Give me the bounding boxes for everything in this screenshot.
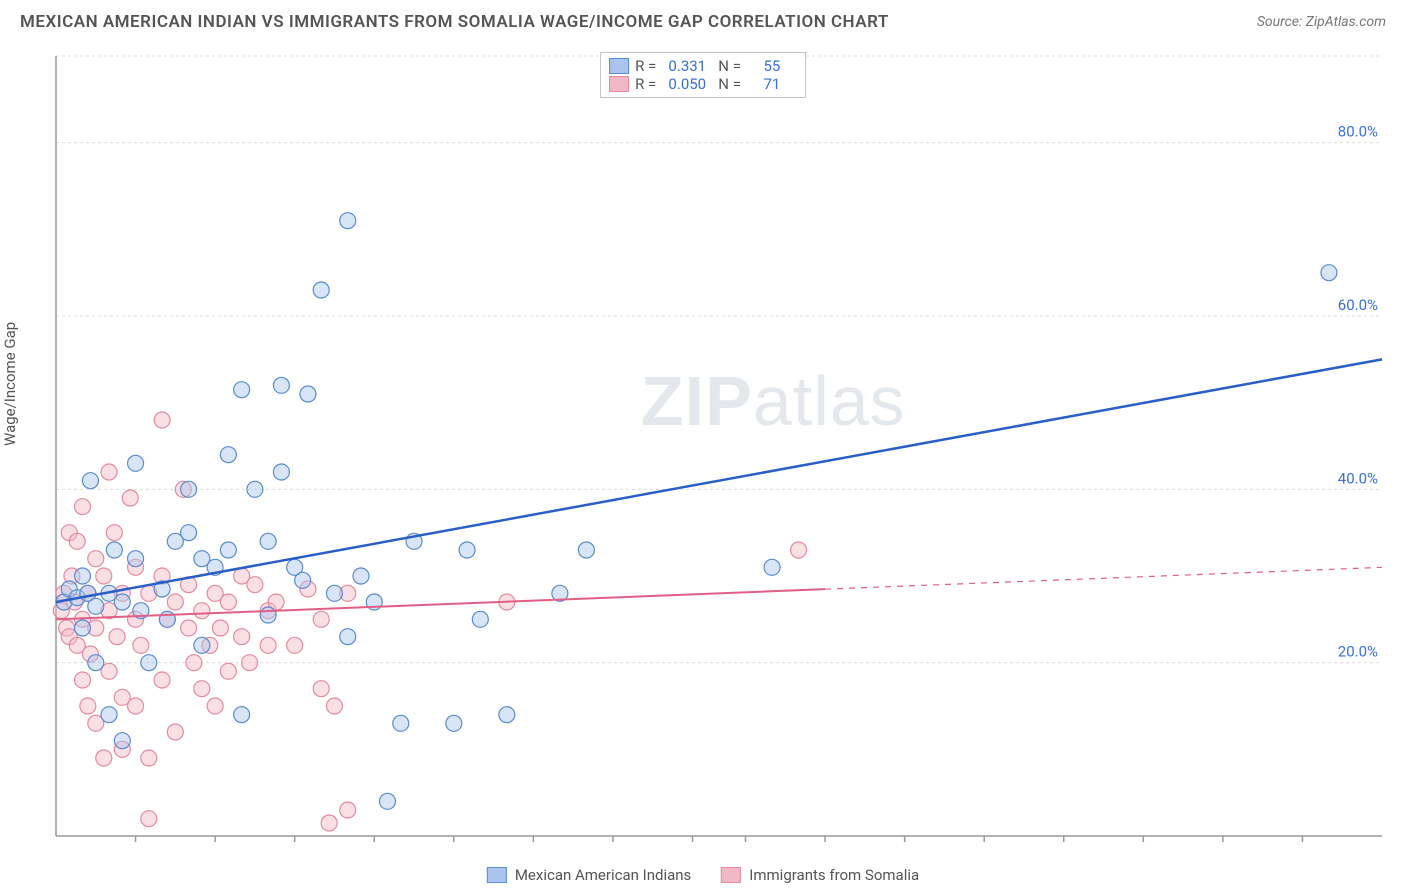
stats-legend: R = 0.331 N = 55 R = 0.050 N = 71	[600, 52, 806, 98]
header: MEXICAN AMERICAN INDIAN VS IMMIGRANTS FR…	[0, 0, 1406, 40]
legend-swatch-blue	[609, 58, 629, 74]
r-value-pink: 0.050	[662, 75, 712, 93]
r-value-blue: 0.331	[662, 57, 712, 75]
svg-text:40.0%: 40.0%	[1338, 469, 1378, 487]
y-axis-label: Wage/Income Gap	[1, 322, 19, 446]
legend-label-blue: Mexican American Indians	[515, 866, 691, 884]
legend-item-blue: Mexican American Indians	[487, 866, 691, 884]
legend-swatch-blue-bottom	[487, 867, 507, 883]
legend-label-pink: Immigrants from Somalia	[749, 866, 919, 884]
legend-swatch-pink-bottom	[721, 867, 741, 883]
stats-row-blue: R = 0.331 N = 55	[609, 57, 797, 75]
scatter-chart: 20.0%40.0%60.0%80.0%0.0%50.0%	[50, 50, 1388, 842]
stats-row-pink: R = 0.050 N = 71	[609, 75, 797, 93]
legend-item-pink: Immigrants from Somalia	[721, 866, 919, 884]
legend-swatch-pink	[609, 76, 629, 92]
chart-title: MEXICAN AMERICAN INDIAN VS IMMIGRANTS FR…	[20, 12, 889, 32]
n-value-blue: 55	[747, 57, 797, 75]
n-value-pink: 71	[747, 75, 797, 93]
svg-text:80.0%: 80.0%	[1338, 123, 1378, 141]
series-legend: Mexican American Indians Immigrants from…	[487, 866, 919, 884]
svg-text:60.0%: 60.0%	[1338, 296, 1378, 314]
plot-area: 20.0%40.0%60.0%80.0%0.0%50.0%	[50, 50, 1388, 842]
source-attribution: Source: ZipAtlas.com	[1257, 14, 1386, 30]
svg-text:20.0%: 20.0%	[1338, 643, 1378, 661]
